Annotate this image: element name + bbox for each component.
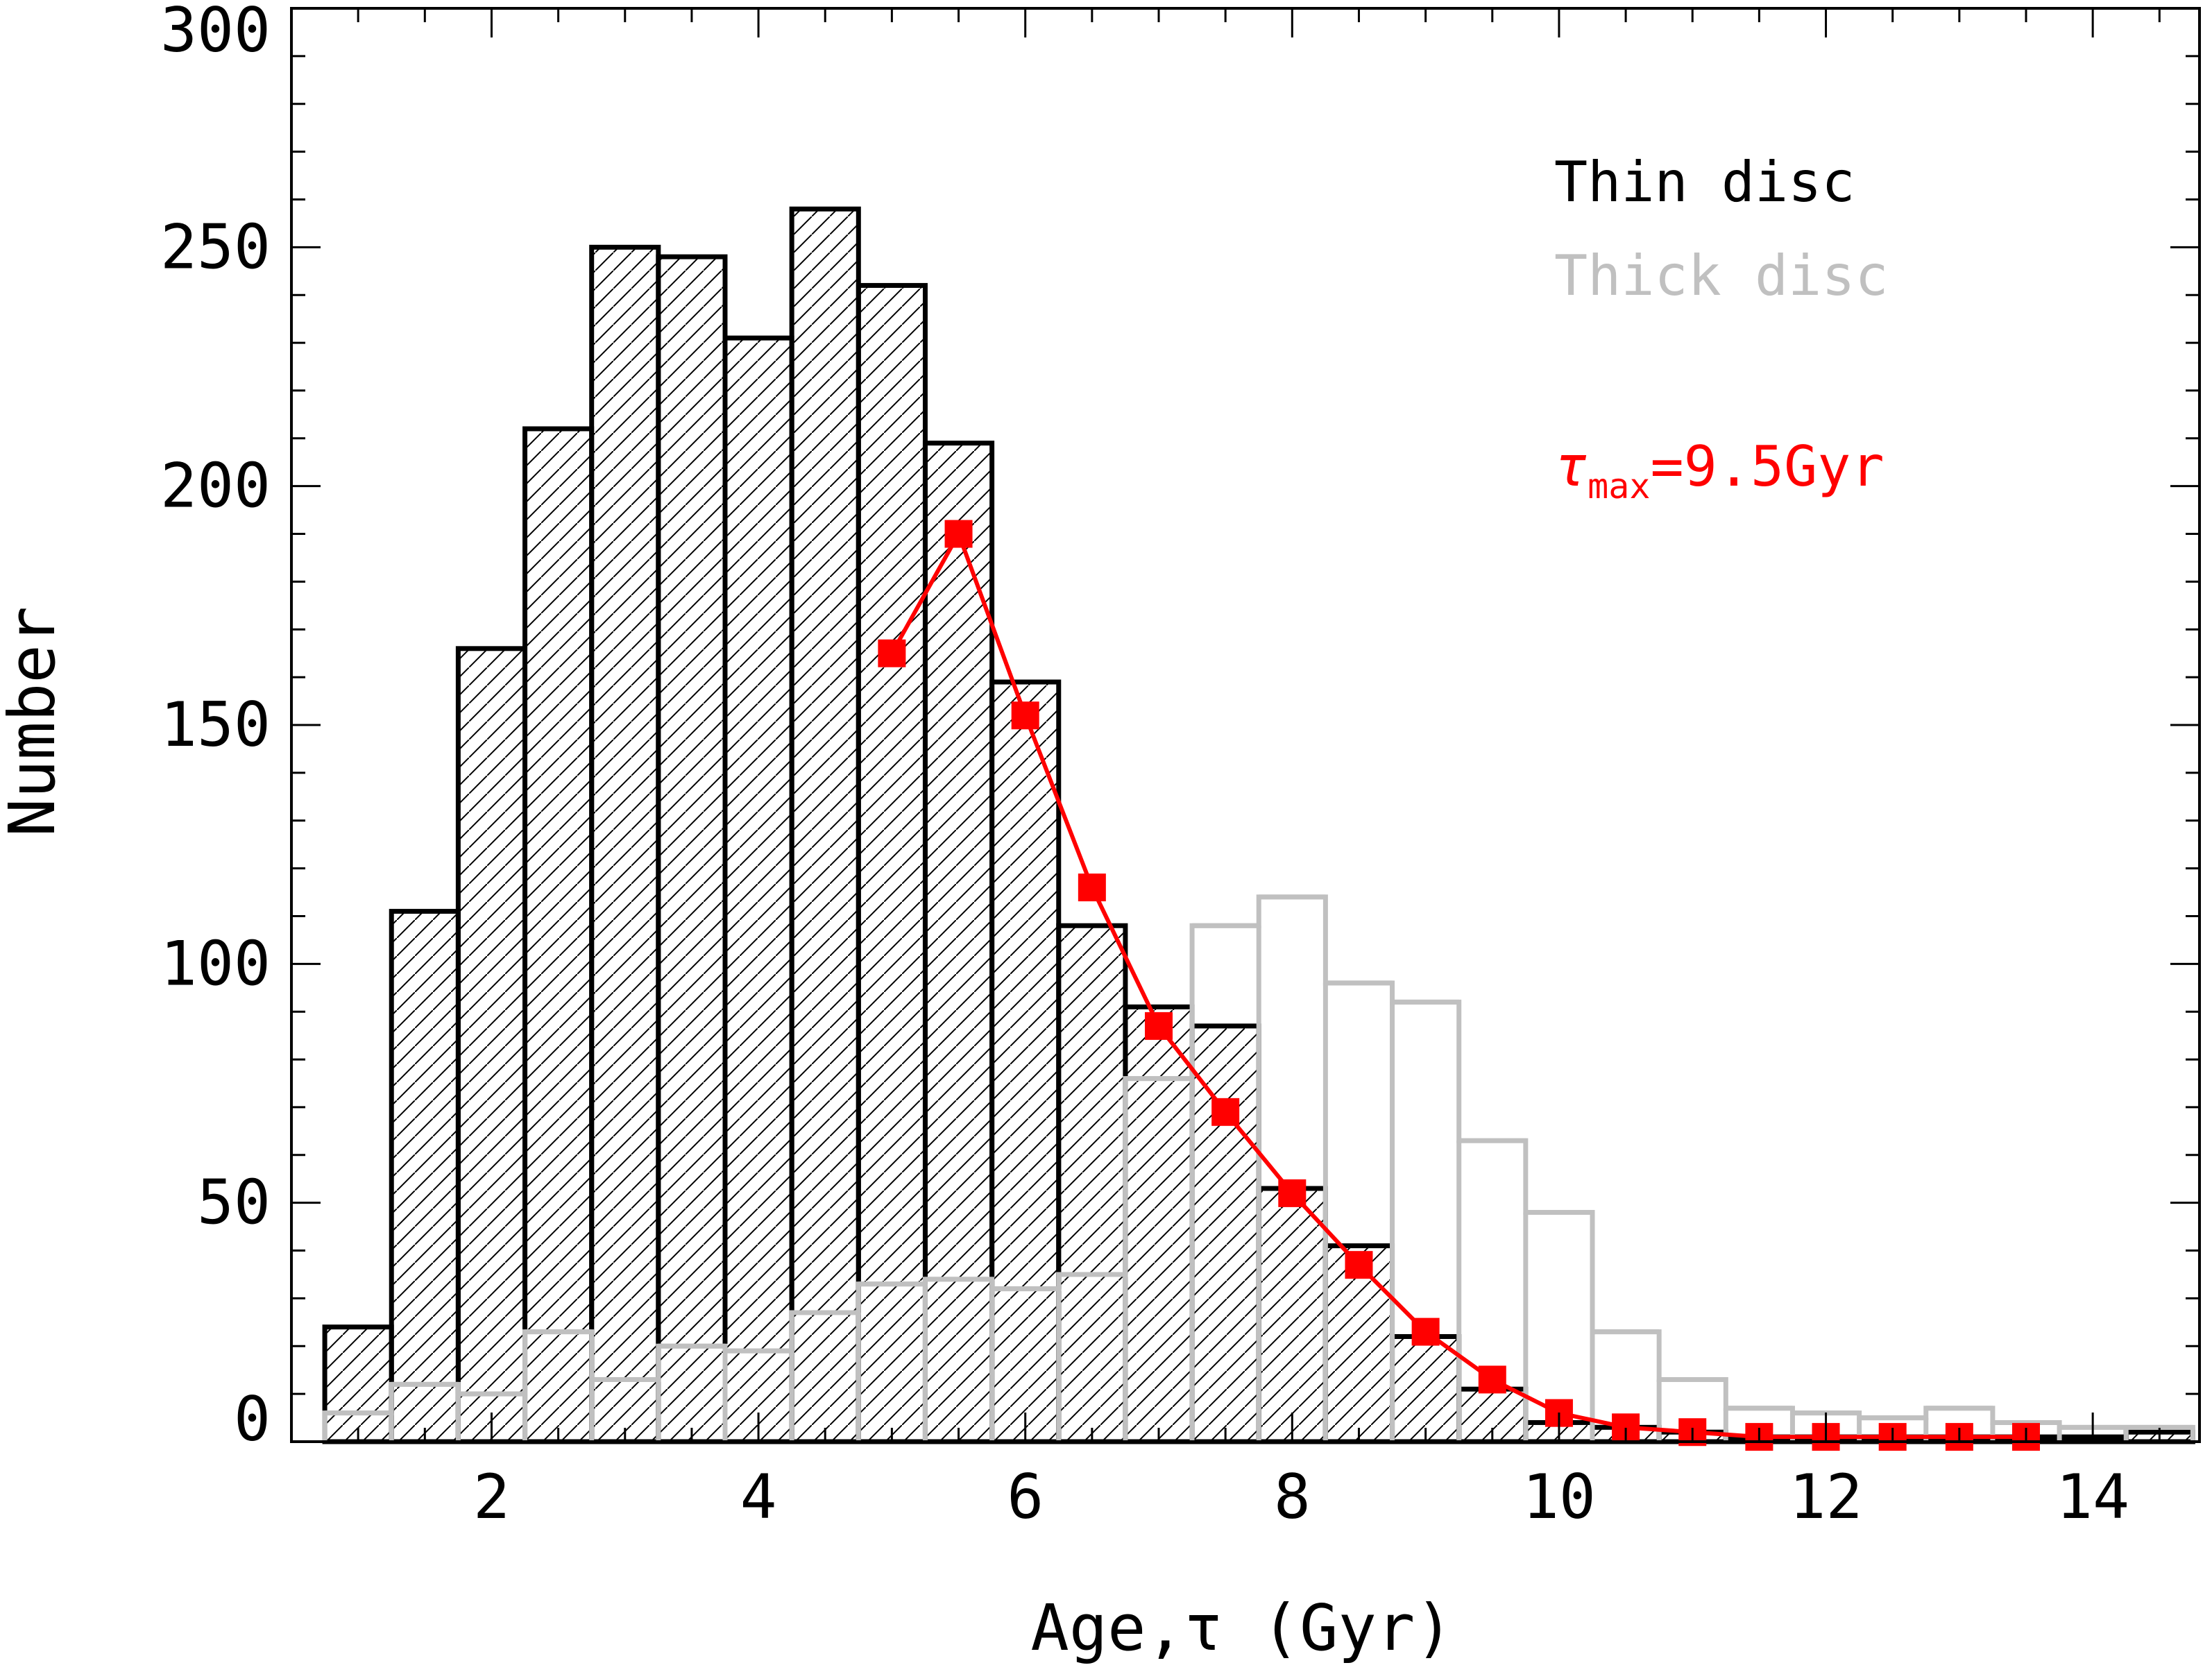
y-tick-label: 0 [234, 1383, 271, 1455]
legend-model-subscript: max [1588, 466, 1650, 506]
thin-disc-bar [522, 426, 595, 1444]
thin-disc-bar [389, 909, 461, 1444]
model-point [1411, 1317, 1440, 1346]
y-tick-label: 300 [160, 0, 271, 66]
x-tick-label: 2 [473, 1461, 510, 1533]
model-point [1345, 1251, 1373, 1279]
x-tick-label: 12 [1789, 1461, 1863, 1533]
thin-disc-bar [1256, 1186, 1328, 1444]
y-tick-label: 200 [160, 450, 271, 522]
x-tick-label: 6 [1007, 1461, 1044, 1533]
x-axis-label: Age,τ (Gyr) [1030, 1591, 1453, 1665]
y-tick-label: 150 [160, 689, 271, 760]
thin-disc-bar [589, 244, 661, 1444]
legend-model-value: =9.5Gyr [1650, 434, 1884, 499]
y-tick-label: 50 [197, 1167, 271, 1238]
model-point [1211, 1098, 1240, 1126]
thin-disc-bar [856, 282, 928, 1444]
model-point [1011, 701, 1039, 730]
thin-disc-bar [322, 1324, 394, 1444]
thin-disc-bar [1189, 1023, 1261, 1444]
thin-disc-bar [1056, 923, 1128, 1444]
model-point [1078, 873, 1106, 902]
legend: Thin disc Thick disc τmax=9.5Gyr [1554, 150, 1889, 506]
x-tick-label: 4 [740, 1461, 777, 1533]
x-tick-label: 14 [2056, 1461, 2129, 1533]
legend-thin-disc: Thin disc [1554, 150, 1855, 214]
thin-disc-bar [455, 646, 528, 1444]
y-tick-label: 100 [160, 928, 271, 999]
x-tick-label: 8 [1274, 1461, 1311, 1533]
legend-model: τmax=9.5Gyr [1554, 434, 1885, 506]
model-point [944, 520, 973, 548]
thin-disc-bars [322, 206, 2195, 1444]
y-axis-label: Number [0, 606, 69, 837]
thin-disc-bar [656, 254, 728, 1444]
x-tick-label: 10 [1522, 1461, 1596, 1533]
model-point [878, 639, 906, 667]
thin-disc-bar [1123, 1004, 1195, 1444]
model-point [1278, 1179, 1307, 1207]
thin-disc-bar [789, 206, 861, 1444]
model-point [1145, 1012, 1173, 1040]
thin-disc-bar [989, 679, 1062, 1444]
thin-disc-bar [1390, 1333, 1462, 1444]
legend-model-tau: τ [1554, 434, 1588, 499]
thin-disc-bar [722, 335, 794, 1444]
axes: 2 4 6 8 10 12 14 0 50 100 150 200 250 300 [160, 0, 2201, 1533]
y-tick-label: 250 [160, 211, 271, 282]
thin-disc-bar [922, 441, 995, 1444]
model-point [1478, 1365, 1506, 1394]
legend-thick-disc: Thick disc [1554, 244, 1889, 308]
